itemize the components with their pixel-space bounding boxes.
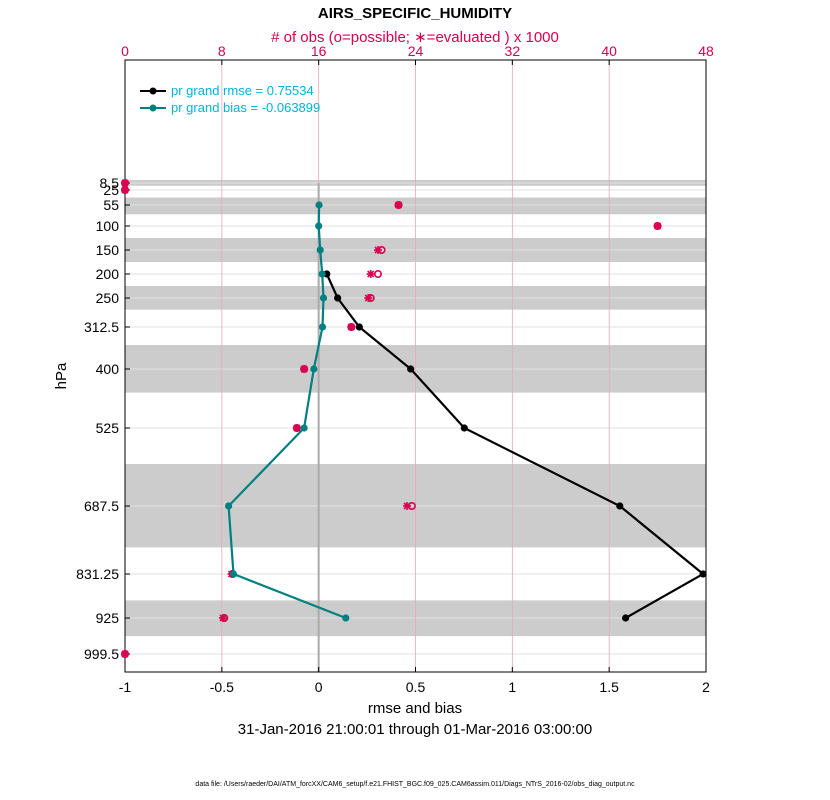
legend-label-rmse: pr grand rmse = 0.75534 xyxy=(171,83,314,98)
x-tick-label-6: 2 xyxy=(702,679,710,695)
obs-evaluated-stroke xyxy=(121,186,129,194)
obs-evaluated-marker-0 xyxy=(121,179,129,187)
y-tick-label-0: 8.5 xyxy=(100,175,120,191)
series-1-point-1 xyxy=(315,222,323,230)
obs-count-markers xyxy=(121,179,662,658)
legend-marker-bias xyxy=(149,104,157,112)
obs-evaluated-marker-4 xyxy=(373,246,382,254)
series-1-point-7 xyxy=(300,424,308,432)
obs-evaluated-marker-7 xyxy=(347,323,356,331)
obs-evaluated-stroke xyxy=(347,323,355,331)
obs-evaluated-marker-2 xyxy=(394,201,403,209)
top-axis-title: # of obs (o=possible; ∗=evaluated ) x 10… xyxy=(271,29,559,46)
obs-evaluated-marker-5 xyxy=(366,270,375,278)
legend: pr grand rmse = 0.75534 pr grand bias = … xyxy=(140,83,320,115)
obs-evaluated-marker-12 xyxy=(219,614,228,622)
top-tick-label-2: 16 xyxy=(311,43,327,59)
x-tick-label-1: -0.5 xyxy=(210,679,234,695)
series-0-point-6 xyxy=(699,570,707,578)
series-1-point-0 xyxy=(315,201,323,209)
data-series xyxy=(225,201,707,622)
data-file-footnote: data file: /Users/raeder/DAI/ATM_forcXX/… xyxy=(195,781,635,788)
obs-possible-marker-5 xyxy=(373,269,382,278)
obs-evaluated-marker-9 xyxy=(292,424,301,432)
series-1-point-9 xyxy=(229,570,238,578)
series-1-point-2 xyxy=(316,246,324,254)
y-tick-label-6: 250 xyxy=(96,290,120,306)
x-axis-label: rmse and bias xyxy=(368,700,462,717)
y-tick-label-3: 100 xyxy=(96,218,120,234)
top-tick-label-6: 48 xyxy=(698,43,714,59)
obs-evaluated-marker-3 xyxy=(653,222,662,230)
y-tick-label-11: 831.25 xyxy=(76,566,119,582)
y-tick-label-2: 55 xyxy=(103,197,119,213)
obs-evaluated-marker-1 xyxy=(121,186,129,194)
series-0-point-7 xyxy=(622,614,630,622)
x-tick-label-3: 0.5 xyxy=(406,679,426,695)
series-line-0 xyxy=(325,273,706,619)
y-tick-label-4: 150 xyxy=(96,242,120,258)
series-0-point-4 xyxy=(460,424,468,432)
top-tick-label-1: 8 xyxy=(218,43,226,59)
series-0-point-3 xyxy=(407,365,415,373)
obs-evaluated-stroke xyxy=(374,246,382,254)
obs-evaluated-marker-13 xyxy=(121,650,129,658)
obs-evaluated-marker-10 xyxy=(403,502,412,510)
y-tick-label-1: 25 xyxy=(103,182,119,198)
x-tick-label-0: -1 xyxy=(119,679,132,695)
obs-evaluated-stroke xyxy=(293,424,301,432)
x-tick-label-4: 1 xyxy=(508,679,516,695)
y-tick-label-13: 999.5 xyxy=(84,646,119,662)
series-line-1 xyxy=(227,204,347,620)
x-tick-label-2: 0 xyxy=(315,679,323,695)
gridlines xyxy=(125,60,706,672)
series-0-point-2 xyxy=(355,323,363,331)
obs-evaluated-stroke xyxy=(121,650,129,658)
top-tick-label-0: 0 xyxy=(121,43,129,59)
series-0-point-5 xyxy=(616,502,624,510)
series-1-point-4 xyxy=(319,294,328,302)
obs-evaluated-stroke xyxy=(403,502,411,510)
chart-title: AIRS_SPECIFIC_HUMIDITY xyxy=(318,5,512,22)
legend-label-bias: pr grand bias = -0.063899 xyxy=(171,100,320,115)
series-1-point-5 xyxy=(318,323,327,331)
y-tick-label-9: 525 xyxy=(96,420,120,436)
top-tick-label-4: 32 xyxy=(505,43,521,59)
y-tick-label-10: 687.5 xyxy=(84,498,119,514)
top-tick-label-3: 24 xyxy=(408,43,424,59)
obs-evaluated-marker-6 xyxy=(364,294,373,302)
series-0-point-1 xyxy=(334,294,342,302)
date-range-subtitle: 31-Jan-2016 21:00:01 through 01-Mar-2016… xyxy=(238,721,592,738)
top-tick-label-5: 40 xyxy=(601,43,617,59)
series-1-point-6 xyxy=(310,365,318,373)
obs-evaluated-stroke xyxy=(367,270,375,278)
x-tick-label-5: 1.5 xyxy=(599,679,619,695)
series-1-point-10 xyxy=(342,614,350,622)
obs-evaluated-stroke xyxy=(364,294,372,302)
legend-marker-rmse xyxy=(149,87,157,95)
y-axis-label: hPa xyxy=(53,362,70,389)
series-1-point-3 xyxy=(318,270,326,278)
obs-evaluated-marker-8 xyxy=(300,365,309,373)
obs-evaluated-stroke xyxy=(300,365,308,373)
obs-evaluated-stroke xyxy=(654,222,662,230)
y-tick-label-7: 312.5 xyxy=(84,319,119,335)
y-tick-label-12: 925 xyxy=(96,610,120,626)
obs-evaluated-stroke xyxy=(121,179,129,187)
y-tick-label-8: 400 xyxy=(96,361,120,377)
series-1-point-8 xyxy=(225,502,233,510)
obs-evaluated-stroke xyxy=(219,614,227,622)
y-tick-label-5: 200 xyxy=(96,266,120,282)
obs-evaluated-stroke xyxy=(394,201,403,209)
